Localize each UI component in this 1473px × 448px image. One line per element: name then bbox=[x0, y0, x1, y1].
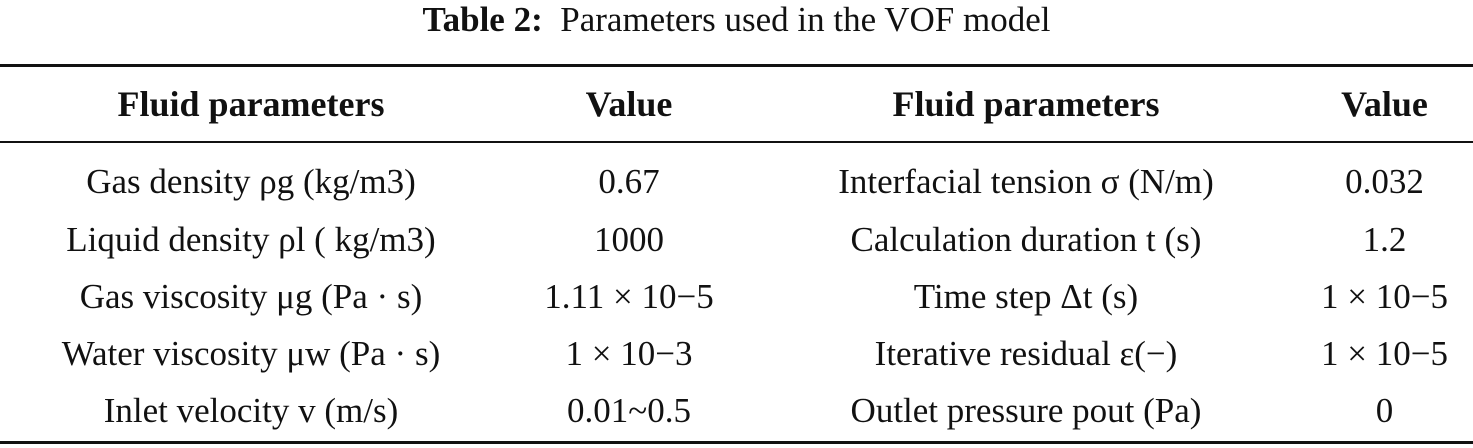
table-cell: Liquid density ρl ( kg/m3) bbox=[66, 219, 436, 259]
table-cell: 1 × 10−5 bbox=[1321, 276, 1448, 316]
table-row: Inlet velocity v (m/s) 0.01~0.5 Outlet p… bbox=[0, 382, 1473, 439]
bottom-rule bbox=[0, 441, 1473, 444]
table-cell: 1.2 bbox=[1362, 219, 1407, 259]
table-row: Water viscosity μw (Pa · s) 1 × 10−3 Ite… bbox=[0, 325, 1473, 382]
table-cell: Inlet velocity v (m/s) bbox=[103, 390, 399, 430]
table-cell: Outlet pressure pout (Pa) bbox=[850, 390, 1202, 430]
header-value-1: Value bbox=[585, 84, 673, 124]
caption-label: Table 2: bbox=[422, 0, 543, 39]
header-fluid-parameters-2: Fluid parameters bbox=[892, 84, 1160, 124]
table-cell: 1000 bbox=[594, 219, 664, 259]
table-cell: 1 × 10−3 bbox=[565, 333, 693, 373]
table-cell: Iterative residual ε(−) bbox=[874, 333, 1178, 373]
table-cell: Calculation duration t (s) bbox=[850, 219, 1202, 259]
table-cell: Interfacial tension σ (N/m) bbox=[838, 162, 1214, 201]
parameters-table: Fluid parameters Value Fluid parameters … bbox=[0, 67, 1473, 439]
header-value-2: Value bbox=[1341, 84, 1428, 124]
table-row: Gas density ρg (kg/m3) 0.67 Interfacial … bbox=[0, 141, 1473, 211]
table-cell: 0.67 bbox=[598, 162, 660, 201]
header-fluid-parameters-1: Fluid parameters bbox=[117, 84, 385, 124]
caption-text: Parameters used in the VOF model bbox=[560, 0, 1051, 39]
table-cell: 1.11 × 10−5 bbox=[544, 276, 714, 316]
table-row: Liquid density ρl ( kg/m3) 1000 Calculat… bbox=[0, 211, 1473, 268]
table-cell: Gas density ρg (kg/m3) bbox=[86, 162, 416, 201]
table-cell: 1 × 10−5 bbox=[1321, 333, 1448, 373]
table-cell: Gas viscosity μg (Pa · s) bbox=[79, 276, 423, 316]
table-cell: 0.01~0.5 bbox=[567, 390, 691, 430]
table-cell: 0.032 bbox=[1345, 162, 1424, 201]
table-cell: Time step Δt (s) bbox=[913, 276, 1139, 316]
table-caption: Table 2: Parameters used in the VOF mode… bbox=[0, 0, 1473, 48]
table-cell: Water viscosity μw (Pa · s) bbox=[61, 333, 441, 373]
header-rule bbox=[0, 141, 1473, 143]
table-row: Gas viscosity μg (Pa · s) 1.11 × 10−5 Ti… bbox=[0, 268, 1473, 325]
header-row: Fluid parameters Value Fluid parameters … bbox=[0, 67, 1473, 141]
top-rule bbox=[0, 64, 1473, 67]
table-cell: 0 bbox=[1375, 390, 1394, 430]
